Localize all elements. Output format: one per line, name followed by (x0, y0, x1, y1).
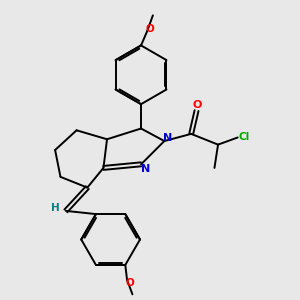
Text: Cl: Cl (238, 132, 250, 142)
Text: O: O (193, 100, 202, 110)
Text: O: O (126, 278, 134, 288)
Text: H: H (51, 203, 60, 213)
Text: N: N (163, 133, 172, 143)
Text: O: O (146, 24, 155, 34)
Text: N: N (141, 164, 150, 174)
